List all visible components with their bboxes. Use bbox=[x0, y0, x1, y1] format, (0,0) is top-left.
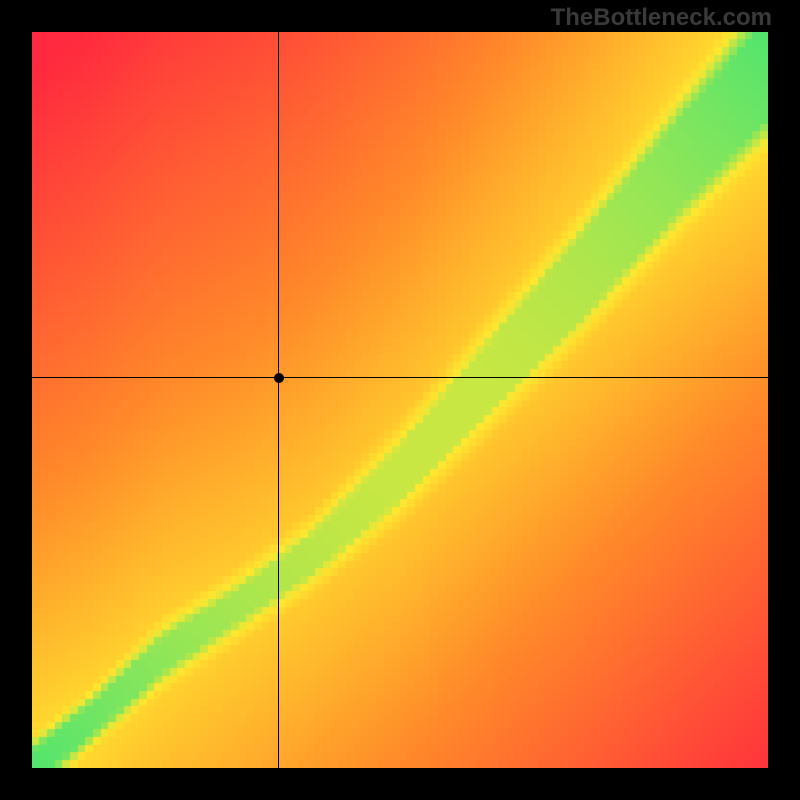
crosshair-marker bbox=[274, 373, 284, 383]
bottleneck-heatmap bbox=[32, 32, 768, 768]
watermark-text: TheBottleneck.com bbox=[551, 4, 772, 32]
crosshair-horizontal-line bbox=[32, 377, 768, 378]
crosshair-vertical-line bbox=[278, 32, 279, 768]
